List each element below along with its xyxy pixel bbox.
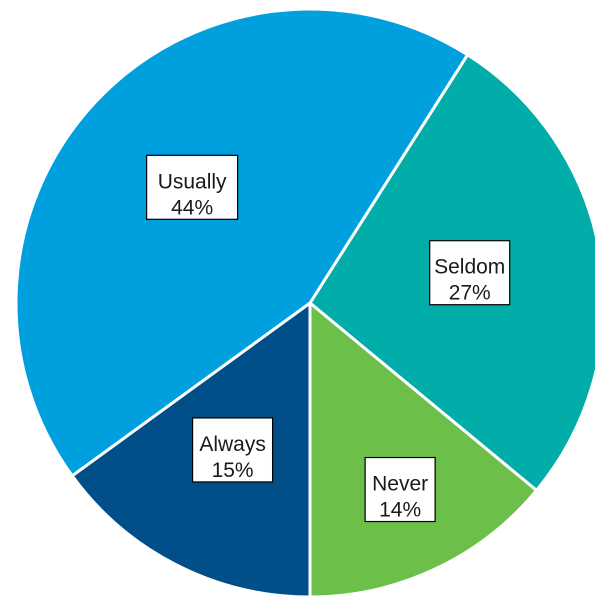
pie-label-box — [146, 154, 239, 220]
pie-slice-never — [308, 301, 539, 598]
pie-label-never: Never 14% — [364, 456, 436, 523]
pie-slice-usually — [14, 7, 470, 478]
pie-label-category: Usually — [158, 170, 227, 193]
pie-label-value: 27% — [449, 282, 491, 305]
pie-label-box — [191, 417, 274, 483]
pie-label-seldom: Seldom 27% — [429, 240, 511, 306]
pie-label-value: 15% — [212, 459, 254, 482]
pie-label-box — [364, 456, 436, 523]
pie-label-value: 14% — [379, 499, 421, 522]
pie-label-value: 44% — [171, 196, 213, 219]
pie-label-always: Always 15% — [191, 417, 274, 483]
pie-labels: Seldom 27% Never 14% Always 15% Usually 44% — [146, 154, 511, 523]
pie-label-box — [429, 240, 511, 306]
pie-slices — [14, 7, 595, 598]
pie-slice-always — [70, 301, 312, 598]
pie-label-usually: Usually 44% — [146, 154, 239, 220]
pie-label-category: Always — [199, 433, 266, 456]
pie-label-category: Never — [372, 473, 428, 496]
pie-label-category: Seldom — [434, 256, 505, 279]
